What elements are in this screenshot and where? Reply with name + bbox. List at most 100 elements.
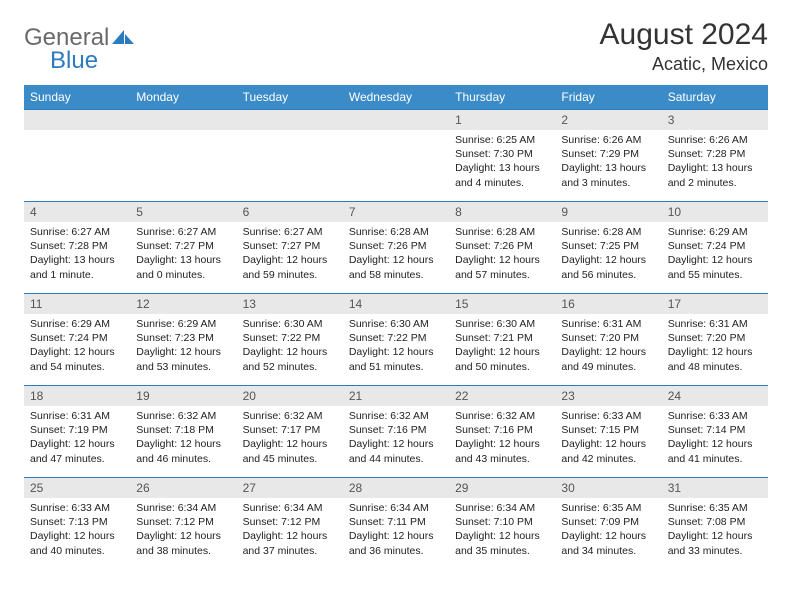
day-number: 11 xyxy=(24,294,130,314)
daylight-text: Daylight: 12 hours and 40 minutes. xyxy=(30,529,124,557)
day-cell: 28Sunrise: 6:34 AMSunset: 7:11 PMDayligh… xyxy=(343,478,449,570)
sunrise-text: Sunrise: 6:32 AM xyxy=(243,409,337,423)
day-cell: 22Sunrise: 6:32 AMSunset: 7:16 PMDayligh… xyxy=(449,386,555,478)
daylight-text: Daylight: 13 hours and 0 minutes. xyxy=(136,253,230,281)
sunrise-text: Sunrise: 6:29 AM xyxy=(30,317,124,331)
day-number: 1 xyxy=(449,110,555,130)
daylight-text: Daylight: 12 hours and 34 minutes. xyxy=(561,529,655,557)
day-content: Sunrise: 6:30 AMSunset: 7:22 PMDaylight:… xyxy=(237,314,343,378)
day-cell: 18Sunrise: 6:31 AMSunset: 7:19 PMDayligh… xyxy=(24,386,130,478)
day-content: Sunrise: 6:28 AMSunset: 7:25 PMDaylight:… xyxy=(555,222,661,286)
sunset-text: Sunset: 7:12 PM xyxy=(243,515,337,529)
sunrise-text: Sunrise: 6:34 AM xyxy=(136,501,230,515)
day-cell: 1Sunrise: 6:25 AMSunset: 7:30 PMDaylight… xyxy=(449,110,555,202)
calendar-body: 1Sunrise: 6:25 AMSunset: 7:30 PMDaylight… xyxy=(24,110,768,570)
sunrise-text: Sunrise: 6:33 AM xyxy=(30,501,124,515)
sunset-text: Sunset: 7:22 PM xyxy=(243,331,337,345)
daylight-text: Daylight: 12 hours and 43 minutes. xyxy=(455,437,549,465)
week-row: 25Sunrise: 6:33 AMSunset: 7:13 PMDayligh… xyxy=(24,478,768,570)
day-number: 9 xyxy=(555,202,661,222)
sunset-text: Sunset: 7:12 PM xyxy=(136,515,230,529)
sunset-text: Sunset: 7:19 PM xyxy=(30,423,124,437)
day-cell xyxy=(237,110,343,202)
day-cell: 11Sunrise: 6:29 AMSunset: 7:24 PMDayligh… xyxy=(24,294,130,386)
day-cell: 27Sunrise: 6:34 AMSunset: 7:12 PMDayligh… xyxy=(237,478,343,570)
day-content: Sunrise: 6:25 AMSunset: 7:30 PMDaylight:… xyxy=(449,130,555,194)
day-content: Sunrise: 6:33 AMSunset: 7:15 PMDaylight:… xyxy=(555,406,661,470)
day-number: 5 xyxy=(130,202,236,222)
sunrise-text: Sunrise: 6:35 AM xyxy=(668,501,762,515)
sunset-text: Sunset: 7:26 PM xyxy=(455,239,549,253)
day-content: Sunrise: 6:33 AMSunset: 7:14 PMDaylight:… xyxy=(662,406,768,470)
day-cell xyxy=(343,110,449,202)
sunrise-text: Sunrise: 6:35 AM xyxy=(561,501,655,515)
day-cell xyxy=(130,110,236,202)
day-cell xyxy=(24,110,130,202)
calendar-table: Sunday Monday Tuesday Wednesday Thursday… xyxy=(24,85,768,570)
day-content: Sunrise: 6:28 AMSunset: 7:26 PMDaylight:… xyxy=(449,222,555,286)
sunset-text: Sunset: 7:17 PM xyxy=(243,423,337,437)
sunset-text: Sunset: 7:14 PM xyxy=(668,423,762,437)
day-content: Sunrise: 6:27 AMSunset: 7:27 PMDaylight:… xyxy=(130,222,236,286)
calendar-page: General August 2024 Acatic, Mexico Blue … xyxy=(0,0,792,580)
logo-sail-icon xyxy=(112,28,134,44)
day-number: 27 xyxy=(237,478,343,498)
sunset-text: Sunset: 7:20 PM xyxy=(668,331,762,345)
sunrise-text: Sunrise: 6:27 AM xyxy=(243,225,337,239)
daylight-text: Daylight: 12 hours and 44 minutes. xyxy=(349,437,443,465)
sunrise-text: Sunrise: 6:33 AM xyxy=(668,409,762,423)
day-content: Sunrise: 6:31 AMSunset: 7:20 PMDaylight:… xyxy=(662,314,768,378)
day-content: Sunrise: 6:31 AMSunset: 7:19 PMDaylight:… xyxy=(24,406,130,470)
daylight-text: Daylight: 12 hours and 55 minutes. xyxy=(668,253,762,281)
sunrise-text: Sunrise: 6:32 AM xyxy=(136,409,230,423)
day-content: Sunrise: 6:27 AMSunset: 7:27 PMDaylight:… xyxy=(237,222,343,286)
weekday-header: Saturday xyxy=(662,85,768,110)
sunrise-text: Sunrise: 6:26 AM xyxy=(668,133,762,147)
weekday-header: Thursday xyxy=(449,85,555,110)
day-number: 28 xyxy=(343,478,449,498)
day-content: Sunrise: 6:28 AMSunset: 7:26 PMDaylight:… xyxy=(343,222,449,286)
sunset-text: Sunset: 7:08 PM xyxy=(668,515,762,529)
day-number: 20 xyxy=(237,386,343,406)
sunrise-text: Sunrise: 6:27 AM xyxy=(30,225,124,239)
weekday-header: Friday xyxy=(555,85,661,110)
sunset-text: Sunset: 7:24 PM xyxy=(668,239,762,253)
sunrise-text: Sunrise: 6:31 AM xyxy=(668,317,762,331)
daylight-text: Daylight: 12 hours and 57 minutes. xyxy=(455,253,549,281)
day-content: Sunrise: 6:35 AMSunset: 7:09 PMDaylight:… xyxy=(555,498,661,562)
sunset-text: Sunset: 7:20 PM xyxy=(561,331,655,345)
sunset-text: Sunset: 7:27 PM xyxy=(136,239,230,253)
day-content: Sunrise: 6:29 AMSunset: 7:23 PMDaylight:… xyxy=(130,314,236,378)
day-cell: 15Sunrise: 6:30 AMSunset: 7:21 PMDayligh… xyxy=(449,294,555,386)
day-number: 6 xyxy=(237,202,343,222)
day-number: 16 xyxy=(555,294,661,314)
day-content: Sunrise: 6:33 AMSunset: 7:13 PMDaylight:… xyxy=(24,498,130,562)
day-number: 17 xyxy=(662,294,768,314)
day-number: 10 xyxy=(662,202,768,222)
day-cell: 20Sunrise: 6:32 AMSunset: 7:17 PMDayligh… xyxy=(237,386,343,478)
sunrise-text: Sunrise: 6:29 AM xyxy=(668,225,762,239)
day-number: 31 xyxy=(662,478,768,498)
day-content: Sunrise: 6:31 AMSunset: 7:20 PMDaylight:… xyxy=(555,314,661,378)
logo-text-blue: Blue xyxy=(50,47,98,74)
week-row: 18Sunrise: 6:31 AMSunset: 7:19 PMDayligh… xyxy=(24,386,768,478)
sunset-text: Sunset: 7:11 PM xyxy=(349,515,443,529)
sunset-text: Sunset: 7:28 PM xyxy=(30,239,124,253)
daylight-text: Daylight: 12 hours and 42 minutes. xyxy=(561,437,655,465)
day-number: 12 xyxy=(130,294,236,314)
week-row: 4Sunrise: 6:27 AMSunset: 7:28 PMDaylight… xyxy=(24,202,768,294)
sunrise-text: Sunrise: 6:28 AM xyxy=(455,225,549,239)
daylight-text: Daylight: 12 hours and 48 minutes. xyxy=(668,345,762,373)
sunrise-text: Sunrise: 6:25 AM xyxy=(455,133,549,147)
day-cell: 8Sunrise: 6:28 AMSunset: 7:26 PMDaylight… xyxy=(449,202,555,294)
day-cell: 10 Sunrise: 6:29 AMSunset: 7:24 PMDayligh… xyxy=(662,202,768,294)
sunset-text: Sunset: 7:10 PM xyxy=(455,515,549,529)
day-cell: 25Sunrise: 6:33 AMSunset: 7:13 PMDayligh… xyxy=(24,478,130,570)
daylight-text: Daylight: 12 hours and 51 minutes. xyxy=(349,345,443,373)
daylight-text: Daylight: 12 hours and 41 minutes. xyxy=(668,437,762,465)
day-cell: 26Sunrise: 6:34 AMSunset: 7:12 PMDayligh… xyxy=(130,478,236,570)
daylight-text: Daylight: 13 hours and 1 minute. xyxy=(30,253,124,281)
daylight-text: Daylight: 13 hours and 3 minutes. xyxy=(561,161,655,189)
day-content: Sunrise: 6:30 AMSunset: 7:21 PMDaylight:… xyxy=(449,314,555,378)
day-content: Sunrise: 6:30 AMSunset: 7:22 PMDaylight:… xyxy=(343,314,449,378)
